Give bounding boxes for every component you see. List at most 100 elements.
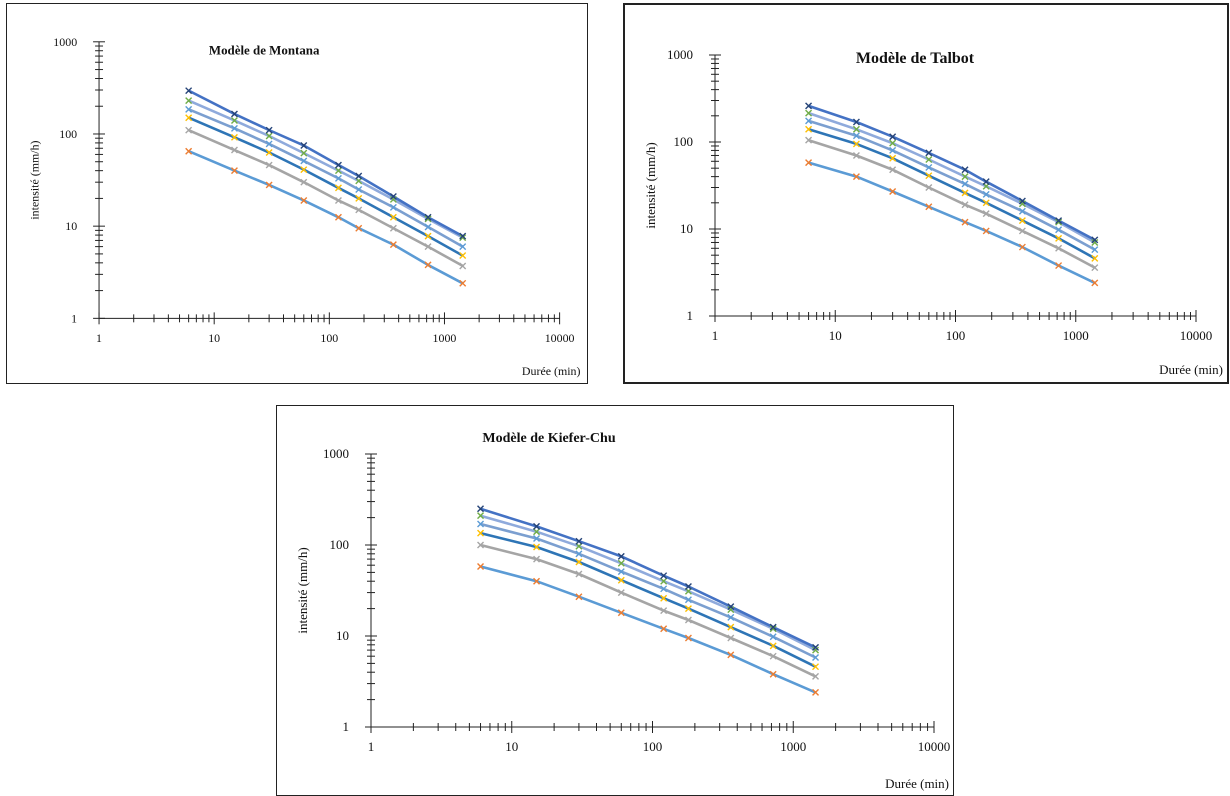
chart-title: Modèle de Talbot <box>856 50 975 67</box>
data-point <box>889 166 897 174</box>
data-point <box>575 550 583 558</box>
y-tick-label: 1 <box>687 308 694 323</box>
y-tick-label: 1000 <box>53 35 77 49</box>
data-point <box>982 199 990 207</box>
data-point <box>889 146 897 154</box>
x-tick-label: 1 <box>368 739 375 754</box>
data-point <box>889 154 897 162</box>
data-point <box>852 140 860 148</box>
data-point <box>265 126 273 134</box>
series-line-3 <box>808 128 1096 260</box>
data-point <box>727 613 735 621</box>
data-point <box>1018 200 1026 208</box>
data-point <box>389 213 397 221</box>
data-point <box>185 114 193 122</box>
data-point <box>424 223 432 231</box>
data-point <box>424 243 432 251</box>
data-point <box>769 670 777 678</box>
data-point <box>477 563 485 571</box>
data-point <box>1091 236 1099 244</box>
data-point <box>533 522 541 530</box>
data-point <box>961 180 969 188</box>
data-point <box>265 161 273 169</box>
data-point <box>727 634 735 642</box>
data-point <box>812 654 820 662</box>
data-point <box>982 190 990 198</box>
data-point <box>230 133 238 141</box>
x-axis-label: Durée (min) <box>1159 362 1223 377</box>
x-tick-label: 100 <box>643 739 663 754</box>
data-point <box>1055 234 1063 242</box>
series-line-2 <box>188 128 464 268</box>
data-point <box>617 609 625 617</box>
data-point <box>533 534 541 542</box>
chart-panel-talbot: 1 10 100 1000 10000 1 10 100 1000 Durée (min) inte… <box>623 3 1229 384</box>
data-point <box>1018 227 1026 235</box>
y-tick-label: 100 <box>59 127 77 141</box>
data-point <box>265 181 273 189</box>
data-point <box>459 252 467 260</box>
data-point <box>300 166 308 174</box>
data-point <box>925 203 933 211</box>
data-point <box>1018 217 1026 225</box>
data-point <box>389 203 397 211</box>
series-line-2 <box>808 138 1096 269</box>
data-point <box>812 646 820 654</box>
series-line-2 <box>480 543 817 678</box>
data-point <box>389 241 397 249</box>
series-line-1 <box>808 161 1096 285</box>
data-point <box>925 183 933 191</box>
data-point <box>1091 264 1099 272</box>
data-point <box>982 178 990 186</box>
x-axis-label: Durée (min) <box>522 364 581 378</box>
data-point <box>852 151 860 159</box>
data-point <box>925 163 933 171</box>
data-point <box>1018 243 1026 251</box>
data-point <box>1091 279 1099 287</box>
data-point <box>1018 197 1026 205</box>
data-point <box>230 110 238 118</box>
y-tick-label: 10 <box>65 219 77 233</box>
data-point <box>889 133 897 141</box>
data-point <box>852 173 860 181</box>
data-point <box>459 262 467 270</box>
x-tick-label: 100 <box>946 328 966 343</box>
chart-svg-kiefer-chu: 1 10 100 1000 10000 1 10 100 1000 Durée (min) inte… <box>295 431 950 791</box>
data-point <box>812 643 820 651</box>
data-point <box>300 142 308 149</box>
data-point <box>852 125 860 133</box>
data-point <box>660 594 668 602</box>
data-point <box>185 147 193 155</box>
data-point <box>389 195 397 203</box>
x-tick-label: 10 <box>208 331 220 345</box>
data-point <box>617 559 625 567</box>
data-point <box>805 109 813 117</box>
data-point <box>575 537 583 545</box>
data-point <box>617 568 625 576</box>
data-point <box>265 140 273 148</box>
data-point <box>533 528 541 536</box>
data-point <box>769 652 777 660</box>
data-point <box>334 174 342 182</box>
data-point <box>805 125 813 133</box>
data-point <box>617 576 625 584</box>
data-point <box>300 157 308 165</box>
series-line-3 <box>188 116 464 257</box>
data-point <box>533 555 541 563</box>
data-point <box>424 213 432 221</box>
data-point <box>477 512 485 520</box>
data-point <box>925 155 933 163</box>
data-point <box>230 146 238 154</box>
data-point <box>769 623 777 631</box>
y-tick-label: 1000 <box>667 47 693 62</box>
data-point <box>533 577 541 585</box>
data-point <box>300 149 308 157</box>
data-point <box>1055 262 1063 270</box>
data-point <box>852 118 860 126</box>
chart-panel-montana: 1 10 100 1000 10000 1 10 100 1000 Durée (min) inte… <box>6 3 588 384</box>
data-point <box>684 605 692 613</box>
data-point <box>334 167 342 175</box>
data-point <box>459 279 467 287</box>
data-point <box>355 172 363 180</box>
data-point <box>727 606 735 614</box>
